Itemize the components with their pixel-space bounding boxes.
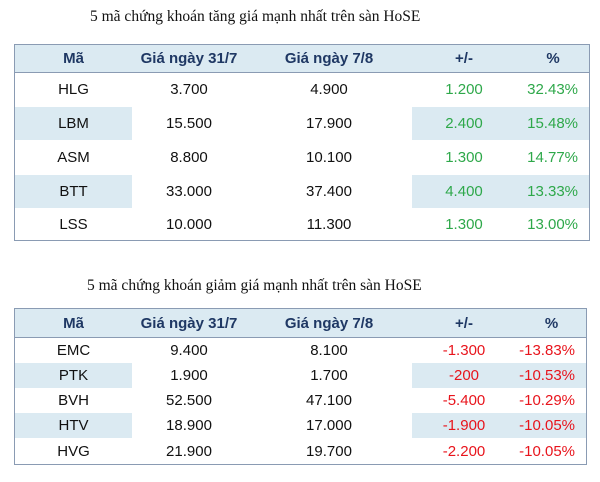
price-31-7: 18.900 xyxy=(166,417,212,434)
row-shade xyxy=(15,107,132,140)
code: EMC xyxy=(56,341,91,359)
row-shade xyxy=(15,175,132,208)
row-shade xyxy=(15,413,132,438)
price-31-7: 1.900 xyxy=(170,367,208,384)
table-row: BVH 52.500 47.100 -5.400 -10.29% xyxy=(15,388,586,413)
code: ASM xyxy=(57,149,90,166)
price-7-8: 47.100 xyxy=(306,392,352,409)
header-percent: % xyxy=(546,50,560,67)
price-7-8: 11.300 xyxy=(306,215,352,233)
price-31-7: 9.400 xyxy=(170,341,208,359)
table-row: EMC 9.400 8.100 -1.300 -13.83% xyxy=(15,337,586,363)
row-shade xyxy=(412,413,586,438)
code: LSS xyxy=(59,215,88,233)
code: HTV xyxy=(58,417,89,434)
change: -1.300 xyxy=(442,341,486,359)
header-price-31-7: Giá ngày 31/7 xyxy=(140,314,238,332)
percent: 32.43% xyxy=(527,81,578,98)
table-row: BTT 33.000 37.400 4.400 13.33% xyxy=(15,175,589,208)
table-row: LSS 10.000 11.300 1.300 13.00% xyxy=(15,208,589,240)
percent: 13.00% xyxy=(527,215,578,233)
code: PTK xyxy=(58,367,89,384)
change: 2.400 xyxy=(445,115,483,132)
header-price-31-7: Giá ngày 31/7 xyxy=(140,50,238,67)
percent: -13.83% xyxy=(519,341,575,359)
table-header: Mã Giá ngày 31/7 Giá ngày 7/8 +/- % xyxy=(15,309,586,338)
row-shade xyxy=(412,175,589,208)
price-31-7: 21.900 xyxy=(166,442,212,460)
code: BTT xyxy=(59,183,88,200)
percent: -10.05% xyxy=(519,442,575,460)
price-31-7: 52.500 xyxy=(166,392,212,409)
row-shade xyxy=(412,363,586,388)
price-31-7: 33.000 xyxy=(166,183,212,200)
table-row: PTK 1.900 1.700 -200 -10.53% xyxy=(15,363,586,388)
percent: 14.77% xyxy=(527,149,578,166)
gainers-title: 5 mã chứng khoán tăng giá mạnh nhất trên… xyxy=(90,8,421,25)
change: 4.400 xyxy=(445,183,483,200)
change: -200 xyxy=(448,367,480,384)
price-7-8: 10.100 xyxy=(306,149,352,166)
price-7-8: 8.100 xyxy=(310,341,348,359)
code: BVH xyxy=(58,392,89,409)
code: LBM xyxy=(58,115,89,132)
gainers-table: Mã Giá ngày 31/7 Giá ngày 7/8 +/- % HLG … xyxy=(14,44,590,241)
change: -1.900 xyxy=(442,417,486,434)
row-shade xyxy=(412,107,589,140)
table-row: HLG 3.700 4.900 1.200 32.43% xyxy=(15,72,589,107)
header-price-7-8: Giá ngày 7/8 xyxy=(284,314,374,332)
price-31-7: 10.000 xyxy=(166,215,212,233)
change: 1.300 xyxy=(445,215,483,233)
percent: 15.48% xyxy=(527,115,578,132)
code: HVG xyxy=(57,442,90,460)
change: 1.200 xyxy=(445,81,483,98)
percent: 13.33% xyxy=(527,183,578,200)
header-code: Mã xyxy=(63,50,84,67)
table-row: LBM 15.500 17.900 2.400 15.48% xyxy=(15,107,589,140)
price-7-8: 17.900 xyxy=(306,115,352,132)
price-31-7: 8.800 xyxy=(170,149,208,166)
losers-title: 5 mã chứng khoán giảm giá mạnh nhất trên… xyxy=(87,277,422,294)
header-price-7-8: Giá ngày 7/8 xyxy=(284,50,374,67)
row-shade xyxy=(15,363,132,388)
price-7-8: 37.400 xyxy=(306,183,352,200)
percent: -10.29% xyxy=(519,392,575,409)
header-change: +/- xyxy=(455,50,473,67)
price-7-8: 19.700 xyxy=(306,442,352,460)
losers-table: Mã Giá ngày 31/7 Giá ngày 7/8 +/- % EMC … xyxy=(14,308,587,465)
table-row: ASM 8.800 10.100 1.300 14.77% xyxy=(15,140,589,175)
table-header: Mã Giá ngày 31/7 Giá ngày 7/8 +/- % xyxy=(15,45,589,73)
change: -5.400 xyxy=(442,392,486,409)
header-change: +/- xyxy=(455,314,473,332)
price-7-8: 4.900 xyxy=(310,81,348,98)
header-percent: % xyxy=(544,314,559,332)
code: HLG xyxy=(58,81,89,98)
change: 1.300 xyxy=(445,149,483,166)
price-31-7: 15.500 xyxy=(166,115,212,132)
price-31-7: 3.700 xyxy=(170,81,208,98)
table-row: HVG 21.900 19.700 -2.200 -10.05% xyxy=(15,438,586,464)
price-7-8: 1.700 xyxy=(310,367,348,384)
percent: -10.53% xyxy=(519,367,575,384)
percent: -10.05% xyxy=(519,417,575,434)
price-7-8: 17.000 xyxy=(306,417,352,434)
table-row: HTV 18.900 17.000 -1.900 -10.05% xyxy=(15,413,586,438)
header-code: Mã xyxy=(63,314,84,332)
change: -2.200 xyxy=(442,442,486,460)
